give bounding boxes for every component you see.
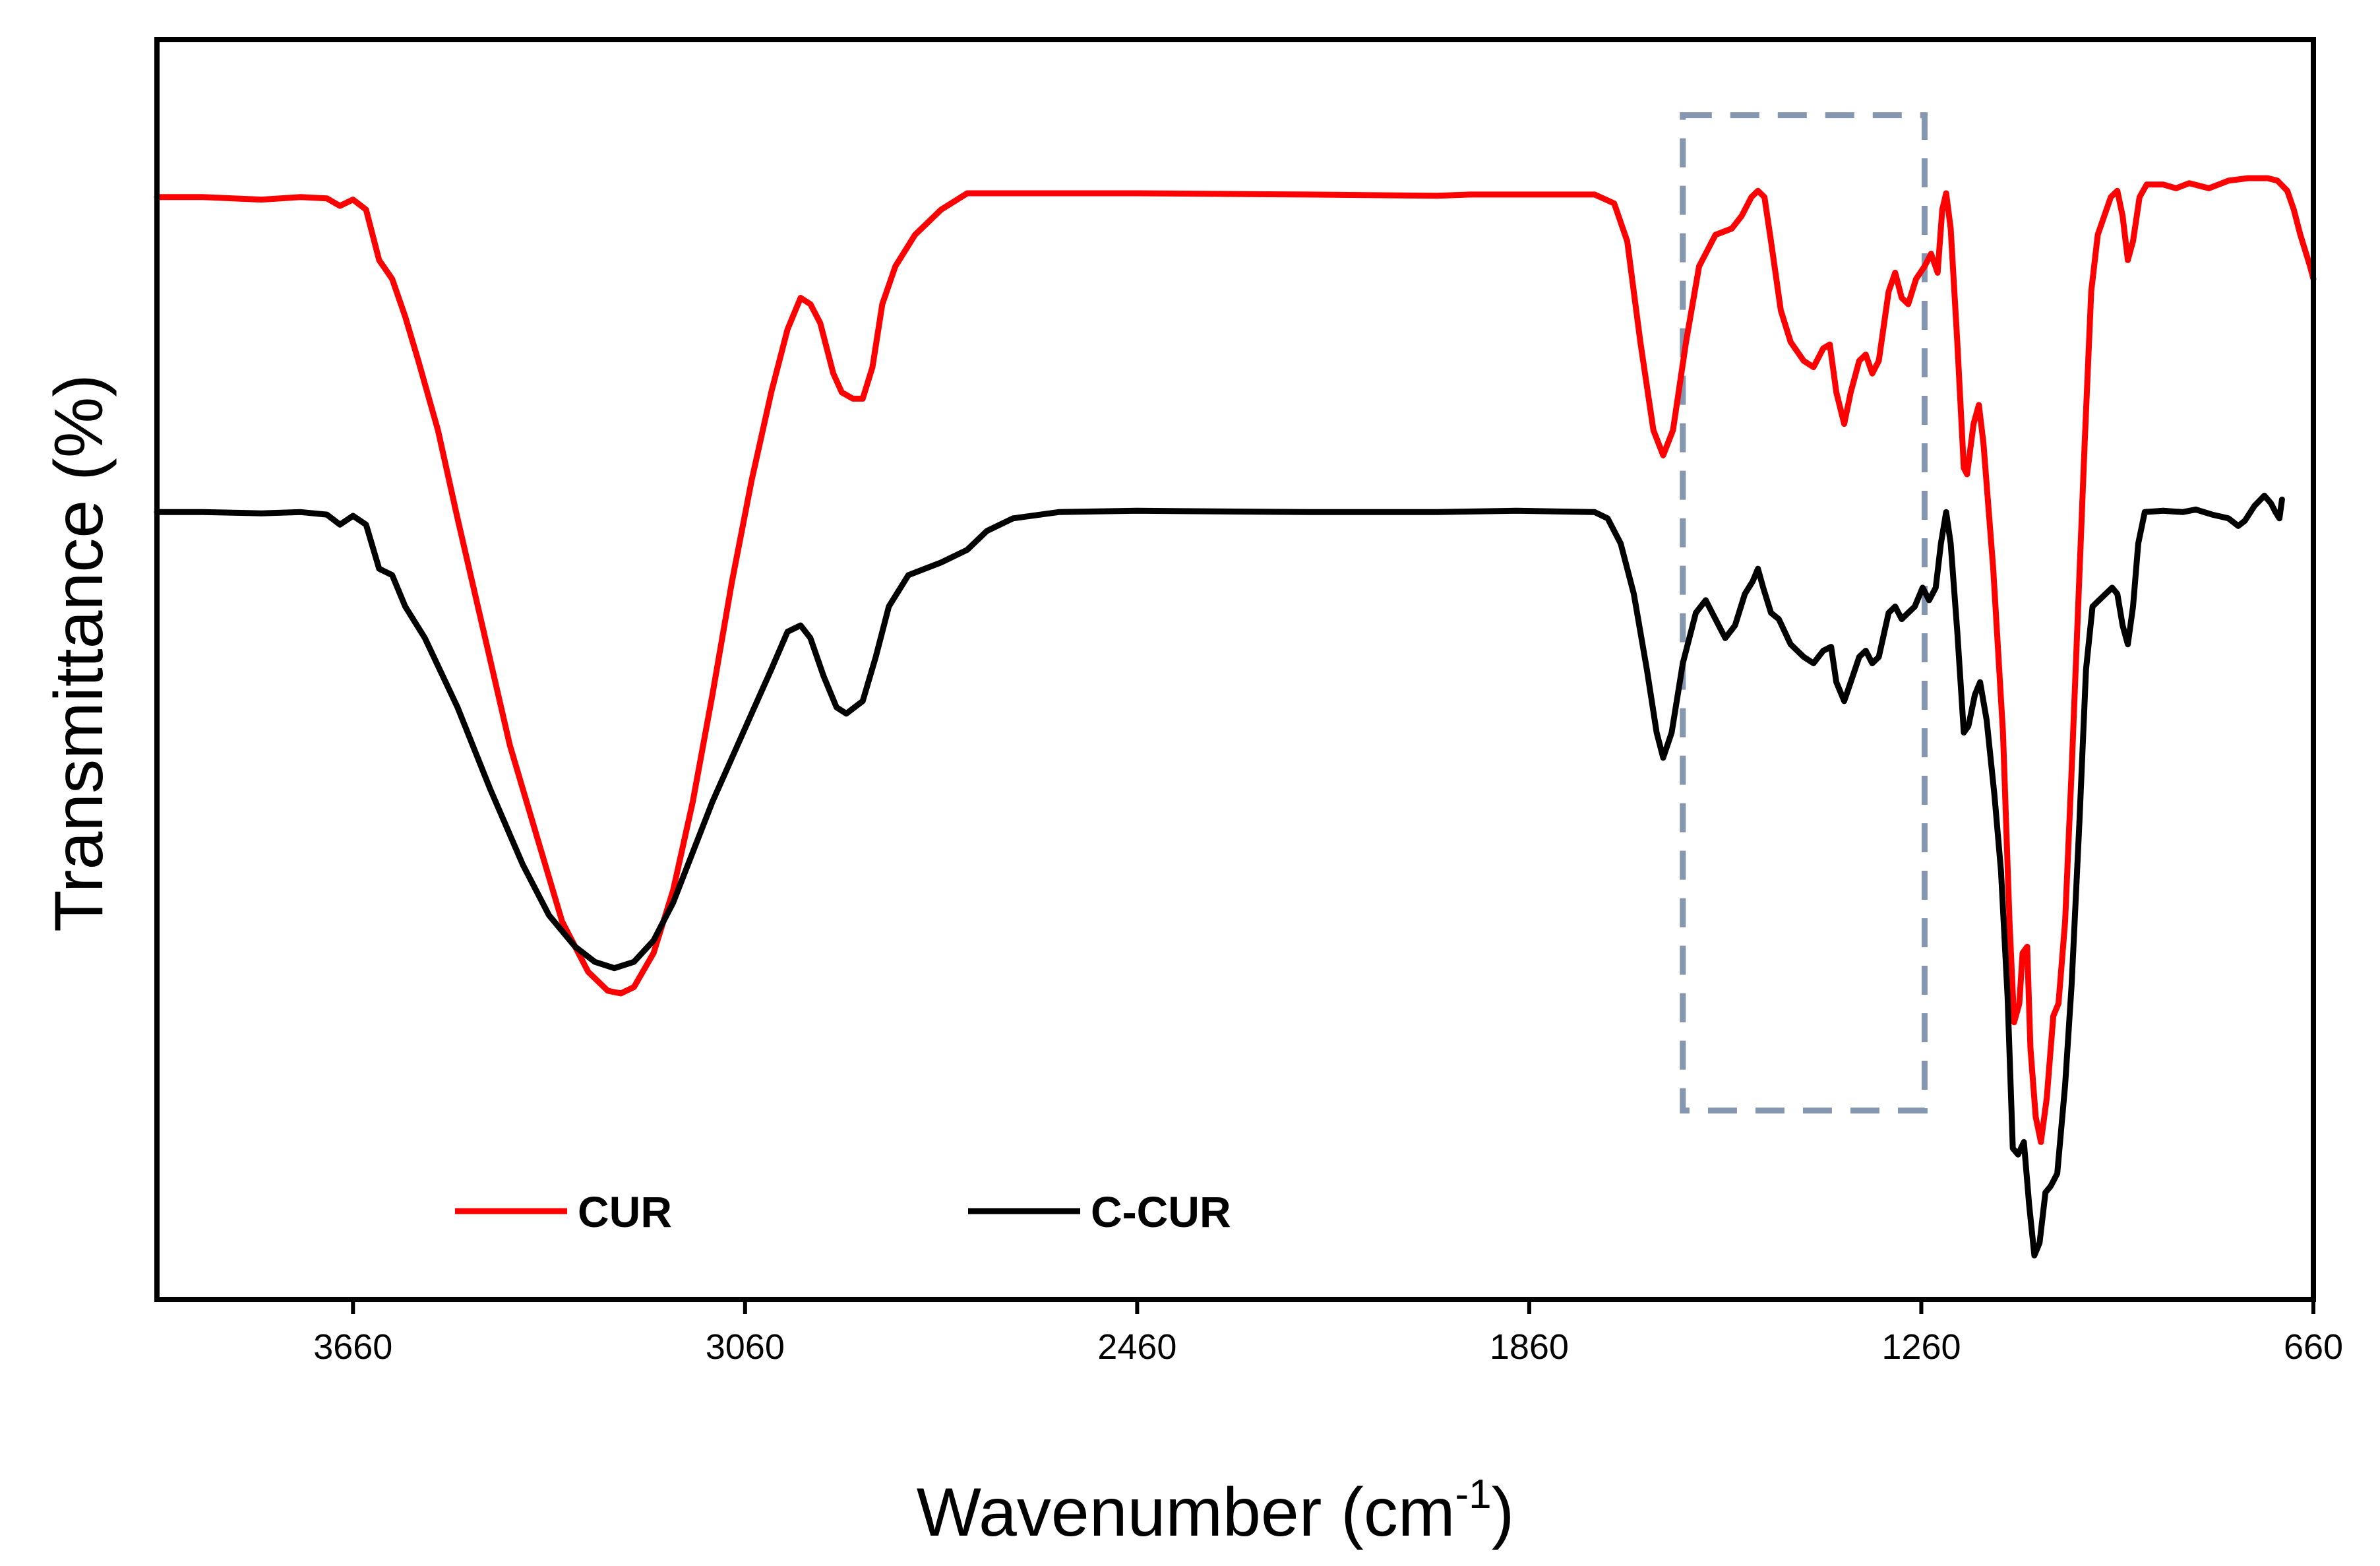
x-tick-label: 3660 [313, 1327, 392, 1367]
x-axis-title-main: Wavenumber (cm [917, 1474, 1455, 1551]
legend: CUR C-CUR [455, 1187, 1231, 1236]
x-tick-layer: 3660 3060 2460 1860 1260 660 [313, 1300, 2343, 1367]
plot-frame [154, 37, 2316, 1302]
y-axis-title: Transmittance (%) [41, 374, 117, 932]
highlight-region-box [1680, 112, 1928, 1114]
x-tick-label: 1260 [1881, 1327, 1961, 1367]
highlight-layer [1680, 112, 1928, 1114]
x-tick-label: 1860 [1490, 1327, 1569, 1367]
x-axis-title-superscript: -1 [1455, 1472, 1491, 1517]
x-axis-title-suffix: ) [1492, 1474, 1515, 1551]
legend-label-c-cur: C-CUR [1091, 1187, 1231, 1236]
x-axis-title: Wavenumber (cm-1) [917, 1472, 1515, 1551]
x-tick-label: 2460 [1097, 1327, 1176, 1367]
legend-label-cur: CUR [578, 1187, 672, 1236]
series-layer [154, 175, 2317, 1259]
x-tick-label: 3060 [706, 1327, 785, 1367]
x-tick-label: 660 [2284, 1327, 2343, 1367]
series-line-c-cur [154, 492, 2285, 1259]
